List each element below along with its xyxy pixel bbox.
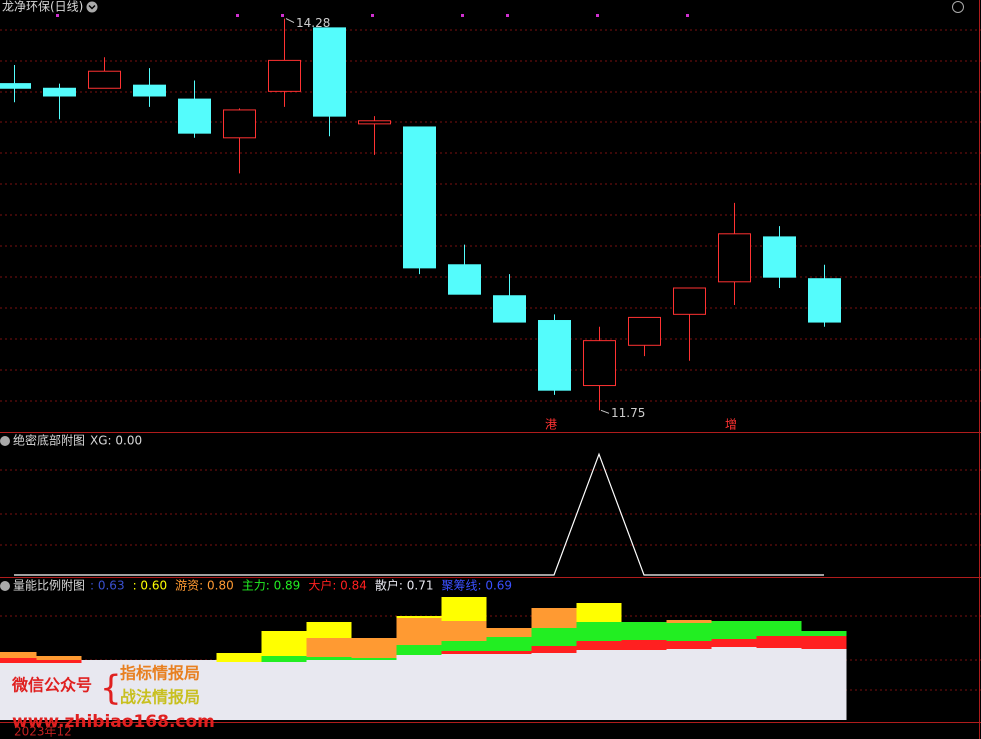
legend-entry: 主力: 0.89: [242, 579, 301, 593]
candle-body: [178, 98, 211, 134]
legend-entry: 大户: 0.84: [308, 578, 367, 593]
ratio-bar: [801, 649, 847, 720]
candle-body: [808, 278, 841, 323]
candle-body: [493, 295, 526, 323]
candle-body: [43, 87, 76, 97]
ratio-bar: [396, 655, 442, 720]
ratio-bar: [261, 662, 307, 720]
ratio-bar: [486, 654, 532, 720]
candle-body: [223, 109, 256, 139]
ratio-bar: [0, 663, 37, 720]
panel-title: 绝密底部附图: [13, 433, 85, 448]
candle-body: [628, 316, 661, 346]
legend: : 0.63 : 0.60 游资: 0.80 主力: 0.89 大户: 0.84 散户: …: [90, 578, 512, 593]
menu-icon[interactable]: [86, 1, 98, 13]
legend-entry: 聚筹线: 0.69: [441, 579, 512, 593]
annotation-arrow: [600, 409, 610, 414]
watermark: 指标情报局: [120, 664, 200, 683]
annotation-arrow: [285, 18, 295, 24]
panel-icon[interactable]: [0, 581, 10, 591]
candle-body: [448, 264, 481, 295]
panel-title: 量能比例附图: [13, 579, 85, 593]
indicator-line: [14, 452, 824, 576]
date-label: 2023年12: [14, 725, 72, 739]
candle-body: [0, 83, 31, 89]
panel-legend: XG: 0.00: [90, 434, 142, 448]
watermark-brace: {: [100, 669, 122, 709]
candle-body: [313, 27, 346, 117]
candle-body: [583, 340, 616, 387]
ratio-bar: [711, 647, 757, 720]
candle-body: [538, 320, 571, 391]
candle-body: [133, 84, 166, 97]
candle-body: [88, 70, 121, 89]
candle-body: [268, 59, 301, 92]
candle-body: [718, 233, 751, 283]
ratio-bar: [666, 649, 712, 720]
candle-body: [673, 287, 706, 315]
panel-icon[interactable]: [0, 436, 10, 446]
candle-body: [403, 126, 436, 269]
ratio-bar: [441, 654, 487, 720]
menu-icon-arrow: [88, 4, 96, 10]
annotation: 11.75: [611, 406, 645, 420]
ratio-bar: [351, 660, 397, 720]
legend-entry: 散户: 0.71: [375, 578, 434, 593]
legend-entry: : 0.63: [90, 579, 125, 593]
ratio-bar: [81, 660, 127, 720]
chart-title: 龙净环保(日线): [2, 0, 83, 14]
legend-entry: : 0.60: [133, 579, 168, 593]
ratio-bar: [306, 660, 352, 720]
ratio-bar: [126, 660, 172, 720]
ratio-bar: [621, 650, 667, 720]
legend-entry: 游资: 0.80: [175, 579, 234, 593]
ratio-bar: [531, 653, 577, 720]
ratio-bar: [576, 650, 622, 720]
ratio-bar: [36, 663, 82, 720]
ratio-bar: [171, 660, 217, 720]
watermark: 战法情报局: [120, 688, 200, 707]
plot-layers: 港 增 14.28 11.75: [0, 16, 847, 720]
annotation: 14.28: [296, 16, 330, 30]
signal-dots: [56, 14, 689, 17]
candle-body: [358, 120, 391, 125]
settings-icon[interactable]: [952, 1, 964, 13]
ratio-bar: [756, 648, 802, 720]
signal-marker: 港: [545, 418, 557, 432]
signal-marker: 增: [725, 418, 737, 432]
watermark-url: www.zhibiao168.com: [12, 712, 215, 732]
ratio-bar: [216, 662, 262, 720]
candle-body: [763, 236, 796, 278]
watermark: 微信公众号: [11, 676, 92, 695]
